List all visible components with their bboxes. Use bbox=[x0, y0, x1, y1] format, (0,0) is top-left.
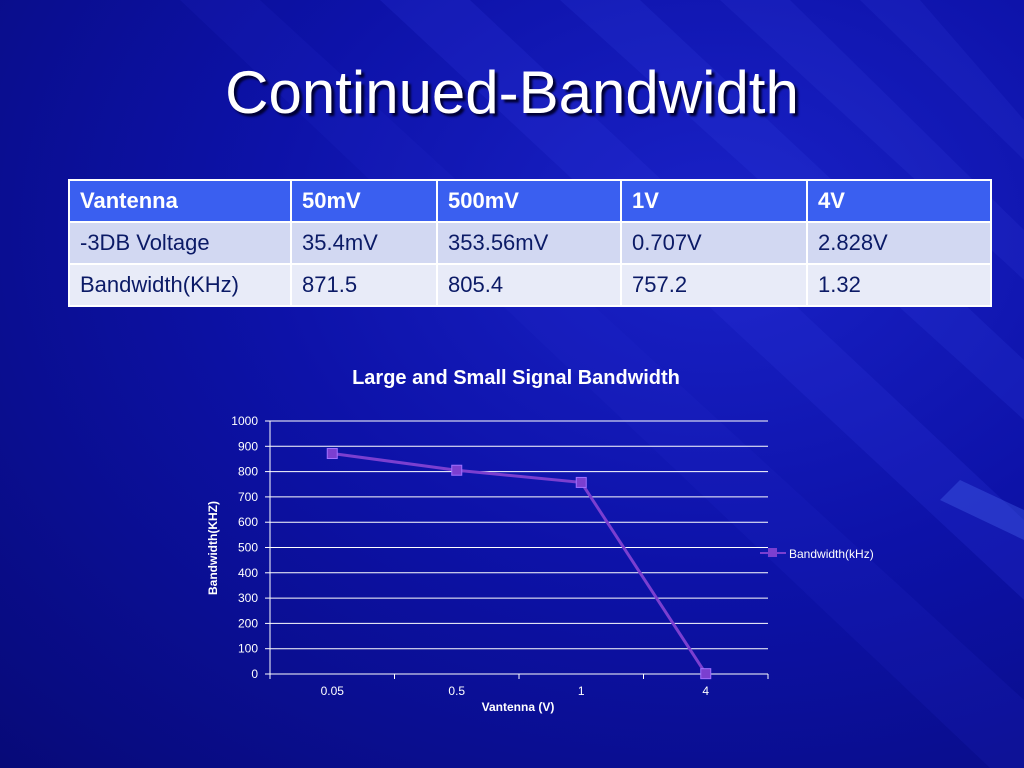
table-cell: Bandwidth(KHz) bbox=[68, 263, 292, 307]
chart-legend: Bandwidth(kHz) bbox=[760, 547, 874, 561]
table-header-row: Vantenna 50mV 500mV 1V 4V bbox=[68, 179, 992, 223]
x-tick-label: 4 bbox=[702, 684, 709, 698]
table-cell: -3DB Voltage bbox=[68, 221, 292, 265]
table-cell: 0.707V bbox=[620, 221, 808, 265]
legend-square-marker bbox=[768, 548, 777, 557]
y-tick-label: 600 bbox=[238, 515, 258, 529]
data-point bbox=[451, 464, 463, 476]
y-tick-label: 800 bbox=[238, 465, 258, 479]
table-cell: 805.4 bbox=[436, 263, 622, 307]
table-cell: 35.4mV bbox=[290, 221, 438, 265]
data-point bbox=[700, 668, 712, 680]
y-tick-label: 500 bbox=[238, 541, 258, 555]
y-tick-label: 200 bbox=[238, 616, 258, 630]
gridlines bbox=[270, 420, 768, 650]
slide-title: Continued-Bandwidth bbox=[225, 59, 799, 126]
table-header-cell: 1V bbox=[620, 179, 808, 223]
table-cell: 353.56mV bbox=[436, 221, 622, 265]
x-tick-label: 0.05 bbox=[321, 684, 345, 698]
axes: 0 100 200 300 400 500 600 700 800 900 1000 0.05 0.5 1… bbox=[231, 414, 769, 698]
table-header-cell: 4V bbox=[806, 179, 992, 223]
series-line bbox=[332, 452, 708, 675]
x-tick-label: 1 bbox=[578, 684, 585, 698]
series-layer bbox=[326, 448, 712, 680]
table-cell: 2.828V bbox=[806, 221, 992, 265]
table-cell: 871.5 bbox=[290, 263, 438, 307]
table-header-cell: 500mV bbox=[436, 179, 622, 223]
table-cell: 757.2 bbox=[620, 263, 808, 307]
y-tick-label: 1000 bbox=[231, 414, 258, 428]
table-cell: 1.32 bbox=[806, 263, 992, 307]
y-tick-label: 0 bbox=[251, 667, 258, 681]
y-axis-label: Bandwidth(KHZ) bbox=[206, 501, 220, 595]
y-tick-label: 400 bbox=[238, 566, 258, 580]
legend-label: Bandwidth(kHz) bbox=[789, 547, 874, 561]
table-row: Bandwidth(KHz) 871.5 805.4 757.2 1.32 bbox=[68, 263, 992, 307]
data-point bbox=[326, 448, 338, 460]
table-header-cell: Vantenna bbox=[68, 179, 292, 223]
y-tick-label: 100 bbox=[238, 642, 258, 656]
table-header-cell: 50mV bbox=[290, 179, 438, 223]
data-point bbox=[575, 476, 587, 488]
data-table: Vantenna 50mV 500mV 1V 4V -3DB Voltage 3… bbox=[68, 179, 992, 307]
x-axis-label: Vantenna (V) bbox=[482, 700, 555, 714]
x-tick-label: 0.5 bbox=[448, 684, 465, 698]
y-tick-label: 700 bbox=[238, 490, 258, 504]
table-row: -3DB Voltage 35.4mV 353.56mV 0.707V 2.82… bbox=[68, 221, 992, 265]
y-tick-label: 900 bbox=[238, 439, 258, 453]
y-tick-label: 300 bbox=[238, 591, 258, 605]
chart-title: Large and Small Signal Bandwidth bbox=[352, 367, 680, 389]
